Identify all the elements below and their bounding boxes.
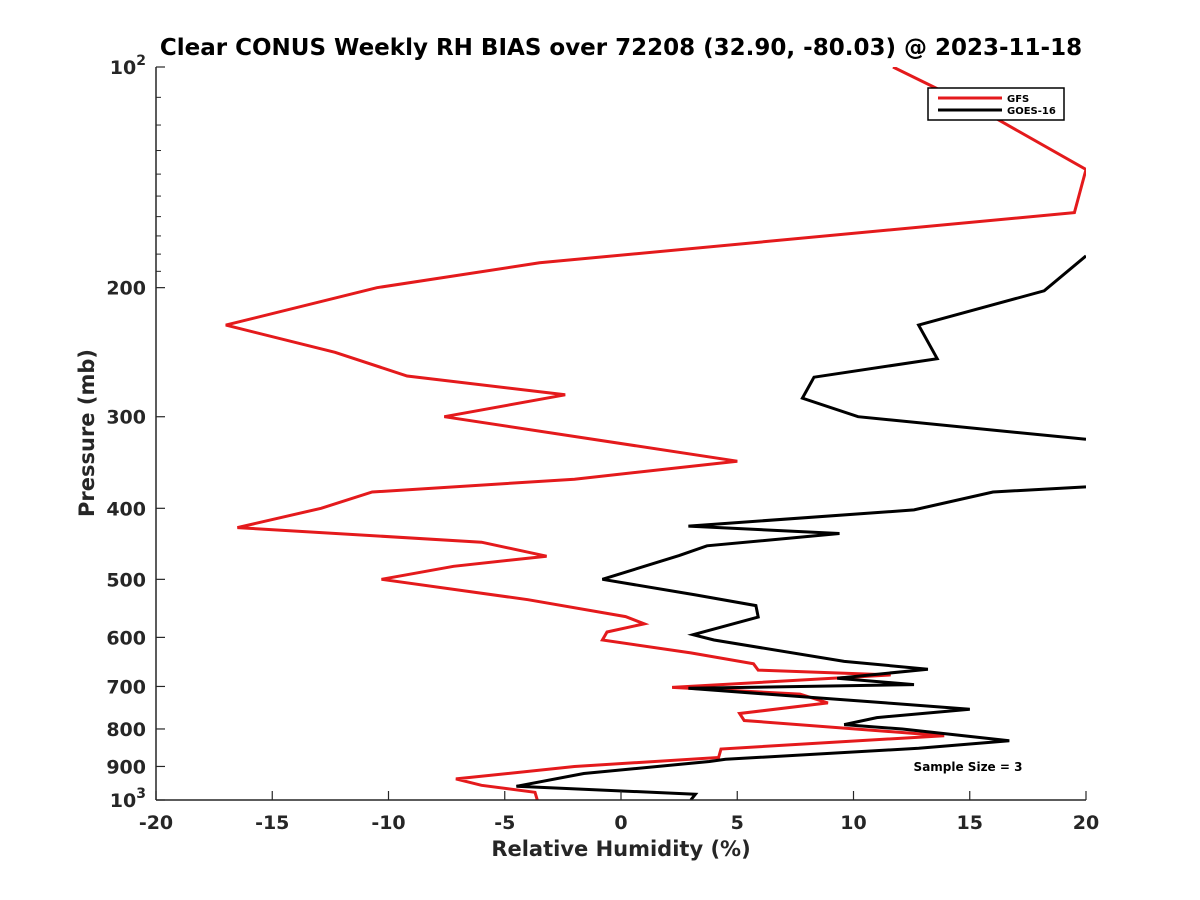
y-tick-label: 102 [110, 53, 146, 79]
legend-label: GOES-16 [1007, 106, 1056, 117]
legend-label: GFS [1007, 94, 1029, 105]
x-tick-label: 0 [614, 812, 627, 834]
y-tick-label: 200 [106, 278, 146, 300]
y-tick-label: 400 [106, 498, 146, 520]
series-gfs [225, 67, 1086, 800]
y-tick-label: 800 [106, 719, 146, 741]
y-tick-label: 900 [106, 756, 146, 778]
x-tick-label: 10 [840, 812, 866, 834]
x-tick-label: -10 [371, 812, 405, 834]
series-goes-16 [516, 254, 1086, 800]
y-tick-label: 103 [110, 786, 146, 812]
x-tick-label: 5 [731, 812, 744, 834]
x-tick-label: -20 [139, 812, 173, 834]
x-tick-label: -15 [255, 812, 289, 834]
x-tick-label: -5 [494, 812, 515, 834]
y-tick-label: 300 [106, 407, 146, 429]
series-line [516, 485, 1086, 800]
series-line [225, 67, 1086, 800]
chart-title: Clear CONUS Weekly RH BIAS over 72208 (3… [160, 35, 1082, 61]
y-tick-label: 600 [106, 627, 146, 649]
y-axis-title: Pressure (mb) [75, 349, 99, 517]
x-axis-title: Relative Humidity (%) [491, 837, 750, 861]
axes-layer: -20 -15 -10 -5 0 5 10 15 20 102 200 300 400 500 600 700… [106, 53, 1099, 834]
sample-size-annotation: Sample Size = 3 [914, 760, 1023, 774]
y-tick-label: 500 [106, 569, 146, 591]
x-tick-label: 20 [1073, 812, 1099, 834]
series-line [800, 254, 1086, 441]
series-layer [225, 67, 1086, 800]
x-tick-label: 15 [957, 812, 983, 834]
legend-box [927, 87, 1065, 121]
y-tick-label: 700 [106, 676, 146, 698]
